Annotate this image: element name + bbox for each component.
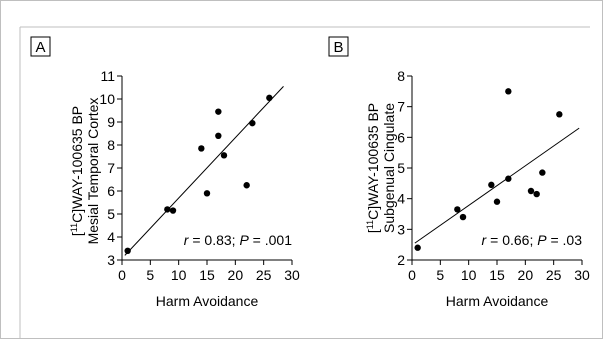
panel-b-data-point	[454, 206, 461, 213]
panel-a-x-tick-label: 5	[146, 267, 154, 283]
panel-b-stats: r = 0.66; P = .03	[482, 232, 583, 248]
panel-b-points	[414, 88, 563, 251]
panel-a-x-tick-label: 25	[256, 267, 272, 283]
panel-b-data-point	[414, 244, 421, 251]
panel-a-x-tick-label: 10	[171, 267, 187, 283]
panel-b-ylabel-line1: [11C]WAY-100635 BP	[365, 103, 381, 233]
panel-b-data-point	[505, 175, 512, 182]
panel-b-x-tick-label: 10	[461, 267, 477, 283]
panel-a-data-point	[203, 190, 211, 197]
panel-a-y-tick-label: 10	[99, 91, 115, 107]
panel-b-label: B	[333, 39, 343, 56]
panel-b-x-tick-label: 0	[408, 267, 416, 283]
panel-b-x-tick-label: 25	[546, 267, 562, 283]
panel-b-xlabel: Harm Avoidance	[446, 293, 549, 309]
panel-a-y-tick-label: 5	[107, 206, 115, 222]
panel-a-data-point	[266, 94, 273, 102]
panel-a: A [11C]WAY-100635 BP Mesial Temporal Cor…	[30, 36, 300, 309]
panel-b-x-tick-label: 30	[574, 267, 590, 283]
panel-a-xlabel: Harm Avoidance	[156, 293, 259, 309]
panel-a-data-point	[220, 152, 228, 159]
panel-a-x-tick-label: 15	[199, 267, 215, 283]
panel-a-ylabel-line2: Mesial Temporal Cortex	[85, 98, 101, 245]
panel-a-stats: r = 0.83; P = .001	[184, 232, 292, 248]
panel-b-axes: 2 3 4 5 6 7 8 0 5 10 15 20 25 30	[397, 68, 590, 283]
panel-a-data-point	[249, 119, 256, 127]
panel-b-label-box	[328, 36, 349, 57]
panel-b-data-point	[488, 181, 495, 189]
panel-a-y-tick-label: 6	[107, 183, 115, 199]
panel-b-data-point	[493, 198, 501, 205]
panel-b-fit	[414, 127, 580, 244]
panel-a-x-tick-label: 20	[228, 267, 244, 283]
panel-b-x-tick-label: 15	[489, 267, 505, 283]
panel-b-y-tick-label: 3	[397, 221, 405, 237]
panel-a-fit	[124, 86, 284, 256]
panel-a-data-point	[215, 108, 222, 115]
panel-a-y-tick-label: 7	[107, 160, 115, 176]
panel-a-x-tick-label: 0	[118, 267, 126, 283]
panel-b-y-tick-label: 7	[397, 99, 405, 115]
panel-a-axes: 3 4 5 6 7 8 9 10 11 0 5 10 15 20 25 30	[99, 68, 300, 283]
panel-b-x-tick-label: 20	[518, 267, 534, 283]
panel-a-y-tick-label: 11	[100, 68, 115, 84]
panel-b: B [11C]WAY-100635 BP Subgenual Cingulate…	[328, 36, 590, 309]
panel-a-y-tick-label: 9	[107, 114, 115, 130]
panel-b-ylabel-line2: Subgenual Cingulate	[381, 103, 397, 233]
panel-b-y-tick-label: 2	[397, 252, 405, 268]
panel-b-data-point	[556, 111, 563, 118]
panel-b-y-tick-label: 4	[397, 191, 405, 207]
panel-a-data-point	[164, 206, 171, 213]
panel-a-data-point	[198, 145, 205, 152]
panel-b-x-tick-label: 5	[436, 267, 444, 283]
panel-a-y-tick-label: 8	[107, 137, 115, 153]
panel-b-data-point	[505, 88, 512, 95]
panel-a-points	[124, 94, 273, 254]
panel-a-data-point	[169, 207, 177, 214]
panel-a-ylabel-line1: [11C]WAY-100635 BP	[69, 106, 85, 236]
panel-a-data-point	[243, 182, 250, 189]
panel-b-y-tick-label: 6	[397, 129, 405, 145]
panel-a-x-tick-label: 30	[284, 267, 300, 283]
panel-a-data-point	[215, 132, 222, 139]
panel-b-data-point	[459, 213, 467, 221]
panel-b-y-tick-label: 8	[397, 68, 405, 84]
panel-a-data-point	[124, 247, 131, 254]
panel-b-data-point	[527, 187, 535, 195]
panel-a-label-box	[30, 36, 51, 57]
panel-b-fit-line	[414, 127, 580, 244]
panel-a-fit-line	[124, 86, 284, 256]
panel-a-y-tick-label: 4	[107, 229, 115, 245]
panel-a-y-tick-label: 3	[107, 252, 115, 268]
panel-b-data-point	[539, 169, 546, 176]
panel-a-label: A	[35, 39, 45, 56]
panel-b-y-tick-label: 5	[397, 160, 405, 176]
panel-b-data-point	[533, 190, 540, 198]
